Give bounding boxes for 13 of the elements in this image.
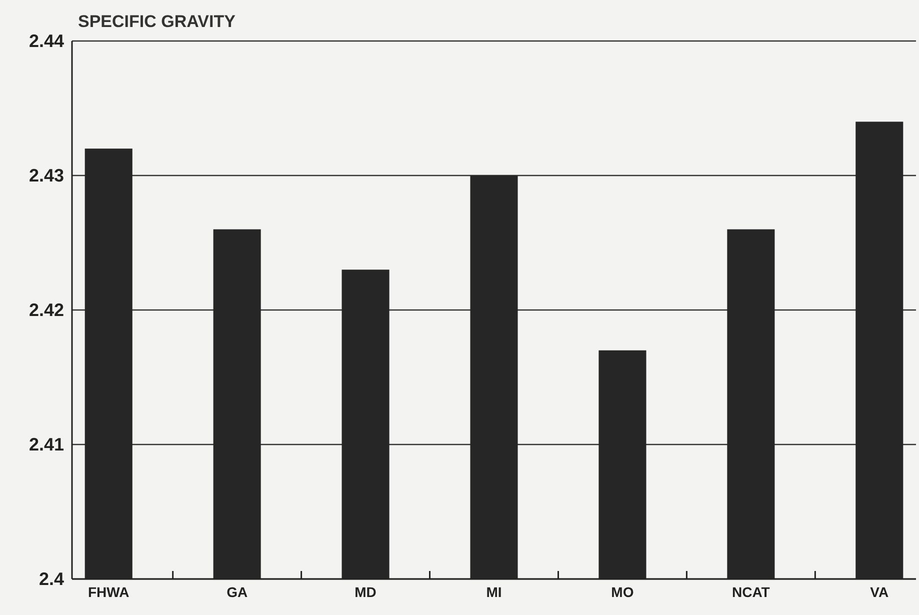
x-tick-label: VA bbox=[870, 584, 889, 600]
x-tick-label: FHWA bbox=[88, 584, 130, 600]
y-tick-label: 2.43 bbox=[28, 165, 64, 186]
x-tick-label: MO bbox=[611, 584, 634, 600]
x-tick-label: NCAT bbox=[732, 584, 770, 600]
x-tick-label: MD bbox=[354, 584, 376, 600]
y-tick-label: 2.4 bbox=[38, 568, 64, 589]
chart-title: SPECIFIC GRAVITY bbox=[78, 12, 236, 31]
x-tick-label: GA bbox=[226, 584, 248, 600]
y-tick-label: 2.42 bbox=[28, 300, 64, 320]
x-tick-label: MI bbox=[486, 584, 502, 600]
y-tick-label: 2.44 bbox=[28, 30, 64, 51]
y-tick-label: 2.41 bbox=[28, 434, 64, 454]
